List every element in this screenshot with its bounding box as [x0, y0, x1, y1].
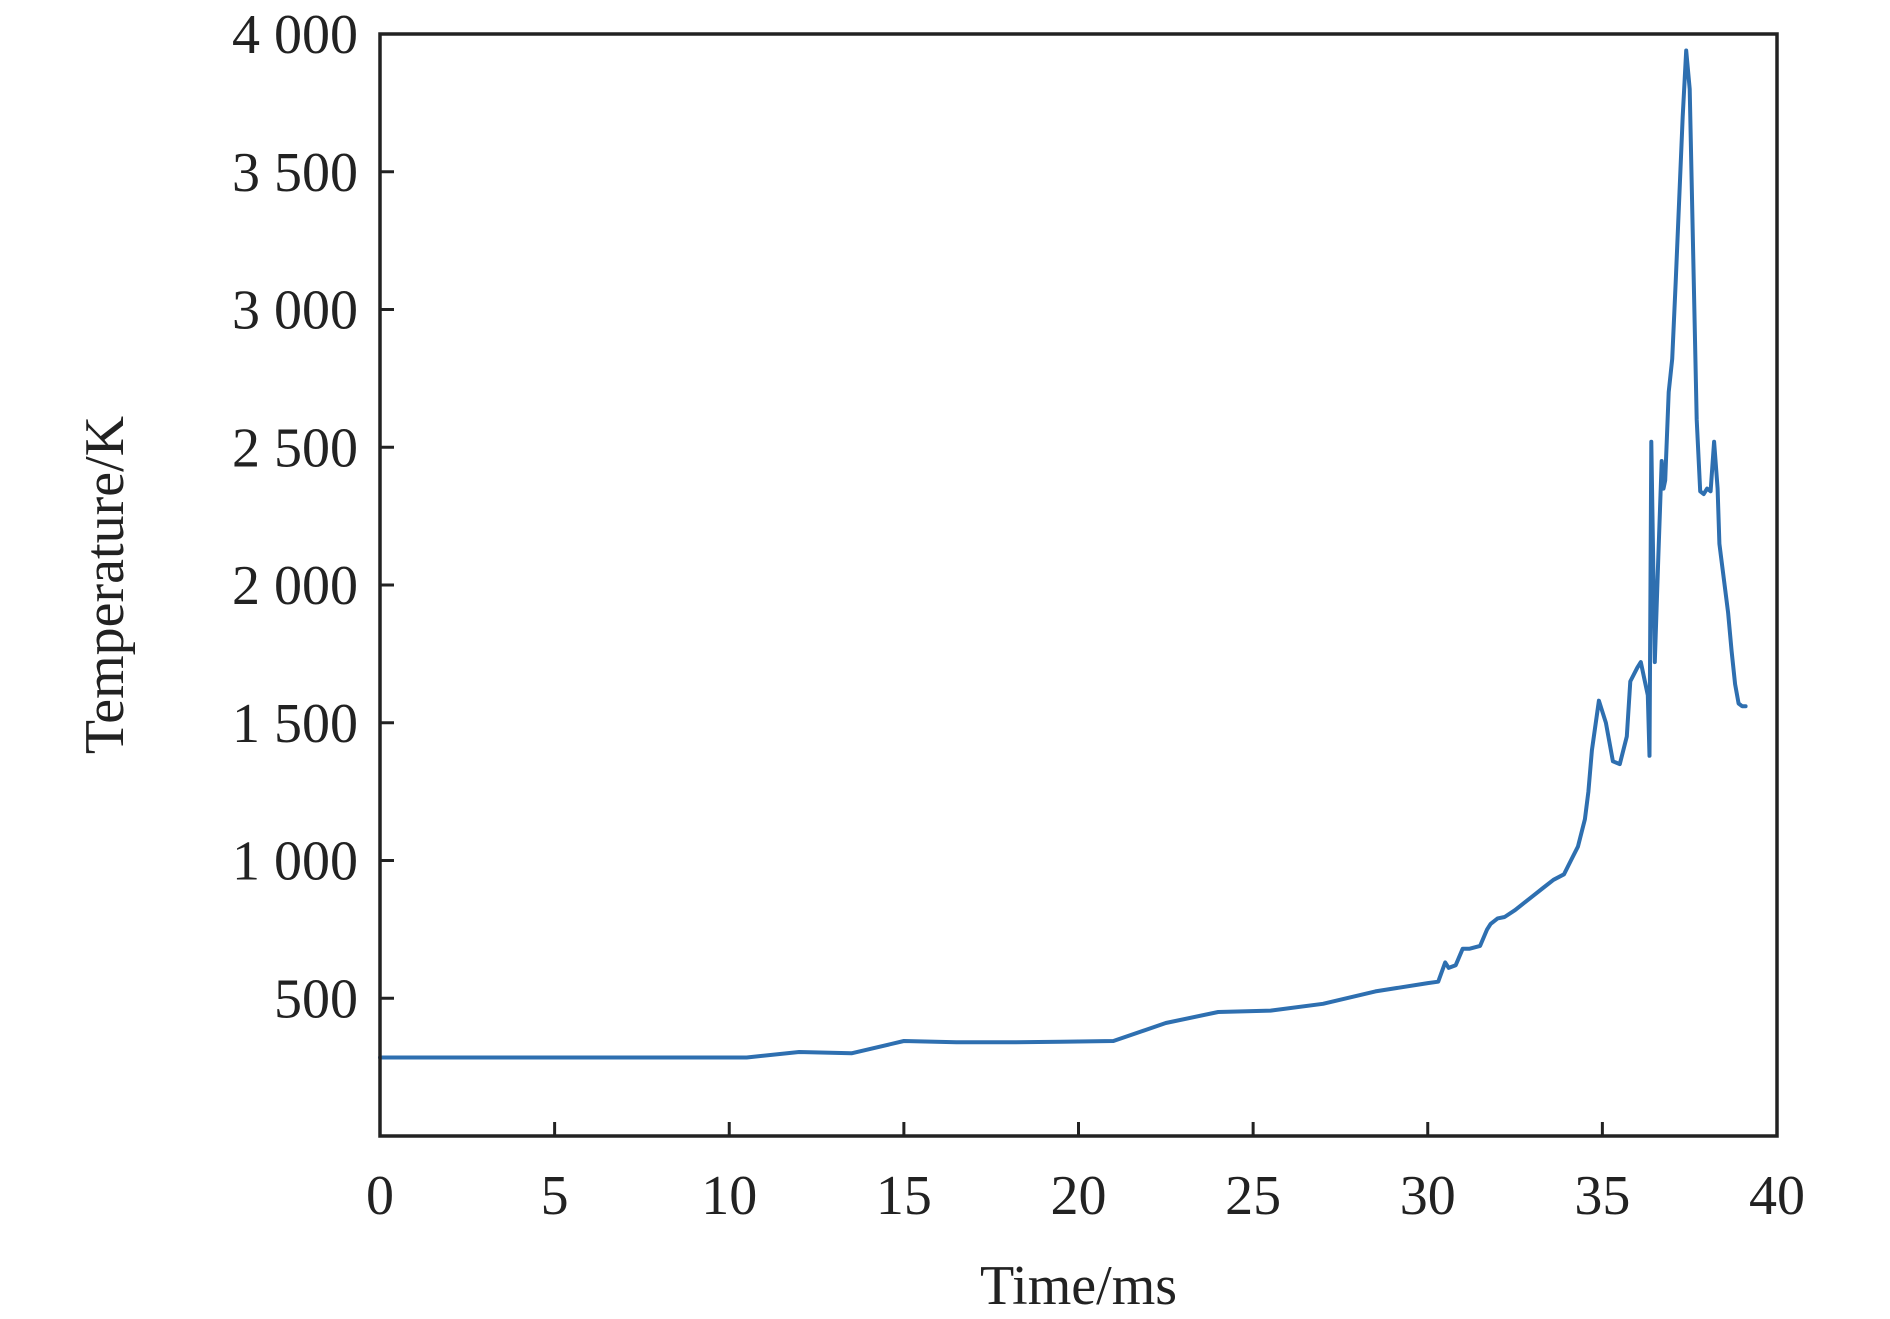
x-tick-label: 20 — [1051, 1165, 1107, 1227]
x-tick-label: 5 — [541, 1165, 569, 1227]
x-tick-label: 0 — [366, 1165, 394, 1227]
x-tick-label: 10 — [701, 1165, 757, 1227]
x-tick-label: 35 — [1574, 1165, 1630, 1227]
x-tick-label: 25 — [1225, 1165, 1281, 1227]
y-axis-title: Temperature/K — [74, 416, 136, 754]
x-tick-label: 40 — [1749, 1165, 1805, 1227]
y-tick-label: 3 000 — [232, 280, 358, 342]
y-tick-label: 3 500 — [232, 142, 358, 204]
y-tick-label: 4 000 — [232, 4, 358, 66]
x-axis-ticks: 0 5 10 15 20 25 30 35 40 — [366, 1122, 1805, 1227]
y-tick-label: 2 000 — [232, 555, 358, 617]
series-line-temperature — [378, 48, 1748, 1060]
y-tick-label: 1 500 — [232, 693, 358, 755]
y-tick-label: 500 — [274, 968, 358, 1030]
plot-frame — [378, 32, 1779, 1138]
x-tick-label: 30 — [1400, 1165, 1456, 1227]
x-tick-label: 15 — [876, 1165, 932, 1227]
y-axis-ticks: 500 1 000 1 500 2 000 2 500 3 000 3 500 4 000 — [232, 4, 394, 1030]
y-tick-label: 1 000 — [232, 831, 358, 893]
y-tick-label: 2 500 — [232, 417, 358, 479]
x-axis-title: Time/ms — [980, 1255, 1177, 1317]
